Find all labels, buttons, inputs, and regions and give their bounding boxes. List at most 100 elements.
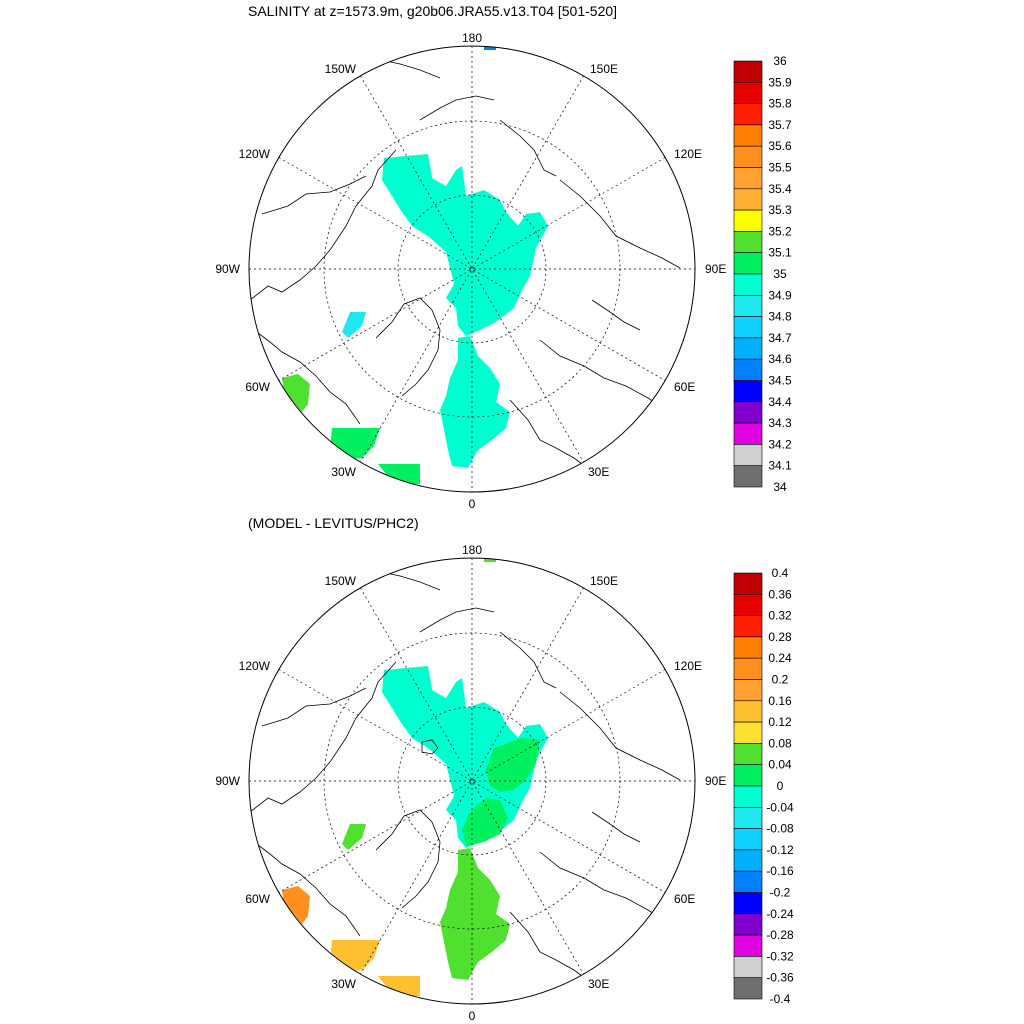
colorbar-swatch (733, 743, 763, 766)
panel1-lon-label: 120W (239, 147, 271, 161)
colorbar-swatch (733, 913, 763, 936)
panel2-arctic-basin-region (382, 666, 548, 848)
colorbar-tick-label: -0.32 (766, 949, 794, 963)
colorbar-tick-label: 34.3 (768, 416, 792, 430)
colorbar-tick-label: 34 (773, 480, 787, 494)
colorbar-tick-label: 0.4 (772, 566, 789, 580)
colorbar-swatch (733, 934, 763, 957)
colorbar-tick-label: 35.2 (768, 224, 792, 238)
panel1-lon-label: 180 (462, 31, 482, 45)
colorbar-tick-label: 35.8 (768, 97, 792, 111)
colorbar-tick-label: -0.28 (766, 928, 794, 942)
colorbar-tick-label: 0.04 (768, 758, 792, 772)
colorbar-swatch (733, 380, 763, 403)
colorbar-swatch (733, 422, 763, 445)
colorbar-tick-label: 34.4 (768, 395, 792, 409)
panel2-lon-label: 60E (674, 892, 695, 906)
panel2-map: 180 150E 120E 90E 60E 30E 0 30W 60W 90W … (215, 543, 726, 1023)
colorbar-tick-label: -0.2 (770, 886, 791, 900)
colorbar-swatch (733, 401, 763, 424)
colorbar-swatch (733, 252, 763, 275)
panel1-lon-label: 0 (469, 497, 476, 511)
colorbar-tick-label: 34.2 (768, 437, 792, 451)
colorbar-tick-label: 35.4 (768, 182, 792, 196)
colorbar-swatch (733, 465, 763, 488)
panel2-atlantic-patch-2 (378, 976, 420, 996)
colorbar-swatch (733, 892, 763, 915)
panel1-lon-label: 30W (331, 465, 356, 479)
colorbar-swatch (733, 358, 763, 381)
panel1-title: SALINITY at z=1573.9m, g20b06.JRA55.v13.… (248, 3, 617, 19)
panel2-colorbar: 0.4 0.36 0.32 0.28 0.24 0.2 0.16 0.12 0.08 0.04 0 -… (733, 566, 794, 1006)
colorbar-tick-label: -0.24 (766, 907, 794, 921)
colorbar-swatch (733, 806, 763, 829)
panel1-graticule (249, 46, 695, 492)
panel1-lon-label: 90W (215, 262, 240, 276)
colorbar-swatch (733, 828, 763, 851)
colorbar-swatch (733, 60, 763, 83)
panel2-lon-label: 30W (331, 977, 356, 991)
panel2-lon-label: 120W (239, 659, 271, 673)
colorbar-swatch (733, 679, 763, 702)
panel2-lon-label: 180 (462, 543, 482, 557)
panel1-lon-label: 60W (245, 380, 270, 394)
colorbar-tick-label: 35.9 (768, 75, 792, 89)
panel2-boundary-circle (248, 557, 696, 1005)
colorbar-swatch (733, 273, 763, 296)
colorbar-tick-label: 0.16 (768, 694, 792, 708)
colorbar-swatch (733, 444, 763, 466)
panel2-lon-label: 90E (705, 774, 726, 788)
panel2-lon-label: 0 (469, 1009, 476, 1023)
panel2-eurasian-positive-region (486, 738, 540, 792)
colorbar-tick-label: 34.6 (768, 352, 792, 366)
colorbar-tick-label: 35.1 (768, 246, 792, 260)
colorbar-swatch (733, 572, 763, 595)
colorbar-tick-label: 35.5 (768, 161, 792, 175)
panel2-lon-label: 30E (588, 977, 609, 991)
colorbar-tick-label: 0.12 (768, 715, 792, 729)
colorbar-tick-label: -0.4 (770, 992, 791, 1006)
colorbar-tick-label: 0.2 (772, 673, 789, 687)
panel2-field (249, 558, 681, 996)
panel1-labrador-patch (282, 374, 310, 412)
colorbar-swatch (733, 849, 763, 872)
panel1-lon-label: 120E (674, 147, 702, 161)
colorbar-swatch (733, 785, 763, 808)
colorbar-swatch (733, 977, 763, 1000)
colorbar-swatch (733, 721, 763, 744)
colorbar-tick-label: -0.36 (766, 971, 794, 985)
colorbar-swatch (733, 764, 763, 787)
colorbar-tick-label: 0.24 (768, 651, 792, 665)
colorbar-tick-label: 35.6 (768, 139, 792, 153)
panel2-baffin-patch (342, 824, 366, 850)
colorbar-swatch (733, 636, 763, 659)
panel1-lon-label: 150W (325, 62, 357, 76)
panel2-lon-labels: 180 150E 120E 90E 60E 30E 0 30W 60W 90W … (215, 543, 726, 1023)
colorbar-swatch (733, 593, 763, 616)
colorbar-tick-label: -0.12 (766, 843, 794, 857)
colorbar-tick-label: -0.16 (766, 864, 794, 878)
panel2-labrador-patch (282, 886, 310, 924)
colorbar-swatch (733, 103, 763, 126)
panel1-lon-label: 150E (590, 62, 618, 76)
panel1-arctic-basin-region (382, 154, 548, 336)
colorbar-swatch (733, 700, 763, 723)
colorbar-swatch (733, 337, 763, 360)
colorbar-tick-label: 0 (777, 779, 784, 793)
colorbar-tick-label: 34.7 (768, 331, 792, 345)
panel2-lon-label: 90W (215, 774, 240, 788)
colorbar-tick-label: 35 (773, 267, 787, 281)
panel2-title: (MODEL - LEVITUS/PHC2) (248, 515, 419, 531)
panel1-lon-label: 60E (674, 380, 695, 394)
colorbar-swatch (733, 956, 763, 979)
panel2-channel-positive-region (462, 798, 508, 846)
panel1-colorbar: 36 35.9 35.8 35.7 35.6 35.5 35.4 35.3 35.2 35.1 35… (733, 54, 792, 494)
panel1-atlantic-patch-2 (378, 464, 420, 484)
colorbar-tick-label: 35.7 (768, 118, 792, 132)
colorbar-tick-label: -0.08 (766, 822, 794, 836)
panel2-atlantic-patch-1 (330, 940, 380, 972)
panel2-lon-label: 150E (590, 574, 618, 588)
panel2-lon-label: 120E (674, 659, 702, 673)
panel2-coastlines (249, 567, 681, 983)
